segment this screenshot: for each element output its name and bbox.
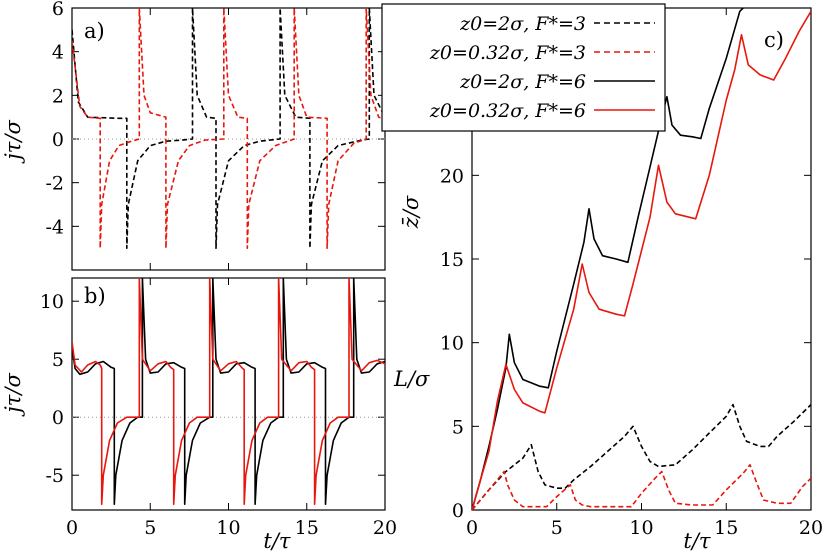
p0-ytick-label: -4: [45, 216, 64, 238]
p1-xtick-label: 20: [373, 517, 397, 539]
legend-entry-3-label: z0=0.32σ, F*=6: [429, 100, 586, 122]
panel-c-ylabel-lower: L/σ: [393, 367, 430, 391]
panel-a-plot: [72, 8, 385, 249]
p2-xtick-label: 0: [466, 517, 478, 539]
p1-ytick-label: -5: [45, 465, 64, 487]
p1-xtick-label: 15: [295, 517, 319, 539]
panel-b-plot: [72, 278, 385, 506]
p2-ytick-label: 10: [440, 333, 464, 355]
p0-ytick-label: 6: [52, 0, 64, 20]
panel-b-xlabel: t/τ: [263, 529, 291, 553]
p2-xtick-label: 10: [629, 517, 653, 539]
legend-entry-1-label: z0=0.32σ, F*=3: [429, 42, 586, 64]
panel-a-label: a): [84, 19, 105, 43]
p0-ytick-label: -2: [45, 173, 64, 195]
p2-xtick-label: 5: [551, 517, 563, 539]
p2-series-0: [472, 403, 811, 510]
p2-ytick-label: 5: [452, 416, 464, 438]
panel-b-frame: [71, 277, 386, 511]
panel-a-ylabel: jτ/σ: [1, 120, 25, 164]
p1-xtick-label: 5: [144, 517, 156, 539]
panel-c-label: c): [764, 28, 784, 52]
panel-c-plot: [472, 8, 811, 510]
p1-ytick-label: 5: [52, 349, 64, 371]
p0-ytick-label: 4: [52, 42, 64, 64]
p2-series-3: [472, 10, 811, 510]
panel-b-ylabel: jτ/σ: [1, 373, 25, 417]
panel-c-ylabel-upper: z̄/σ: [399, 195, 423, 229]
p0-ytick-label: 2: [52, 85, 64, 107]
panel-c-xlabel: t/τ: [683, 529, 711, 553]
p2-xtick-label: 20: [799, 517, 823, 539]
p1-series-0: [72, 278, 385, 506]
p0-series-0: [72, 8, 385, 249]
p1-ytick-label: 0: [52, 407, 64, 429]
p2-series-1: [472, 463, 811, 510]
p1-xtick-label: 10: [216, 517, 240, 539]
legend-entry-2-label: z0=2σ, F*=6: [459, 71, 586, 93]
p2-ytick-label: 20: [440, 165, 464, 187]
p2-ytick-label: 0: [452, 500, 464, 522]
legend: z0=2σ, F*=3 z0=0.32σ, F*=3 z0=2σ, F*=6 z…: [381, 3, 666, 132]
p2-xtick-label: 15: [714, 517, 738, 539]
p1-xtick-label: 0: [66, 517, 78, 539]
legend-entry-0-label: z0=2σ, F*=3: [459, 13, 586, 35]
p2-ytick-label: 15: [440, 249, 464, 271]
panel-b-label: b): [84, 284, 106, 308]
p1-series-1: [72, 278, 385, 506]
p1-ytick-label: 10: [40, 291, 64, 313]
p0-ytick-label: 0: [52, 129, 64, 151]
p2-series-2: [472, 8, 744, 510]
p0-series-1: [72, 8, 385, 249]
